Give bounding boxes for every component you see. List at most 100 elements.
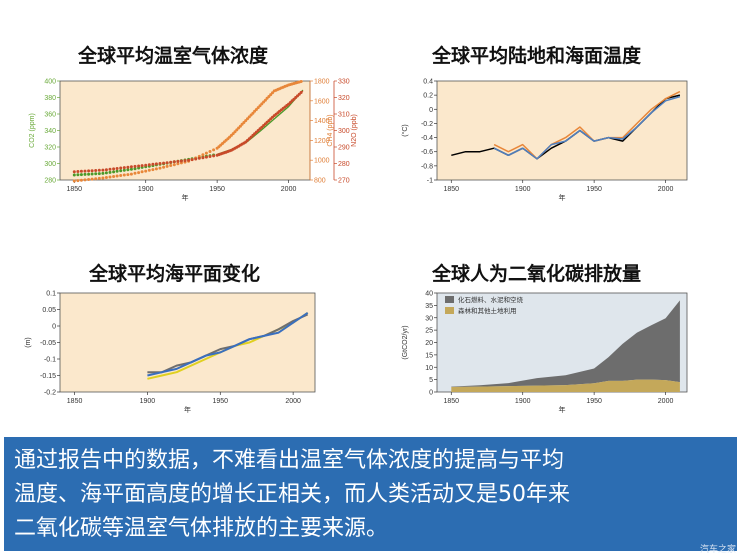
x-tick-label: 2000 xyxy=(658,186,674,193)
data-point xyxy=(90,169,94,173)
data-point xyxy=(165,164,169,168)
y-tick-label: 1400 xyxy=(314,118,330,125)
data-point xyxy=(115,167,119,170)
x-axis-label: 年 xyxy=(559,193,566,202)
y-tick-label: -0.2 xyxy=(44,390,56,397)
data-point xyxy=(201,153,205,157)
data-point xyxy=(94,177,98,181)
y-tick-label: 30 xyxy=(425,315,433,322)
x-tick-label: 1900 xyxy=(140,398,156,405)
legend-swatch xyxy=(445,307,454,314)
panel-title-temp: 全球平均陆地和海面温度 xyxy=(432,45,642,67)
data-point xyxy=(72,173,76,177)
summary-text: 通过报告中的数据，不难看出温室气体浓度的提高与平均 温度、海平面高度的增长正相关… xyxy=(14,444,734,546)
x-tick-label: 1850 xyxy=(67,398,83,405)
y-tick-label: 300 xyxy=(338,128,350,135)
plot-area xyxy=(59,80,311,181)
data-point xyxy=(165,161,169,165)
data-point xyxy=(187,158,191,162)
legend-label: 化石燃料、水泥和空烧 xyxy=(458,295,524,304)
y-tick-label: 10 xyxy=(425,365,433,372)
data-point xyxy=(104,176,108,179)
data-point xyxy=(76,179,80,183)
y-tick-label: 1800 xyxy=(314,79,330,86)
y-tick-label: 0.1 xyxy=(46,291,56,298)
data-point xyxy=(83,172,87,176)
y-tick-label: 270 xyxy=(338,178,350,185)
data-point xyxy=(101,176,105,180)
y-tick-label: 0.05 xyxy=(42,307,56,314)
data-point xyxy=(122,166,126,170)
data-point xyxy=(97,172,101,176)
y-tick-label: -0.05 xyxy=(40,340,56,347)
data-point xyxy=(212,154,216,158)
panel-title-sea: 全球平均海平面变化 xyxy=(89,263,261,285)
summary-line-1: 通过报告中的数据，不难看出温室气体浓度的提高与平均 xyxy=(14,448,565,473)
data-point xyxy=(129,165,133,169)
data-point xyxy=(115,169,119,173)
legend-swatch xyxy=(445,296,454,303)
x-tick-label: 2000 xyxy=(658,398,674,405)
area-fossil xyxy=(451,300,680,387)
y-tick-label: 0 xyxy=(52,324,56,331)
data-point xyxy=(112,167,116,171)
data-point xyxy=(176,159,180,163)
data-point xyxy=(126,173,130,177)
data-point xyxy=(169,160,173,164)
y-tick-label: -0.2 xyxy=(421,121,433,128)
data-point xyxy=(212,148,216,152)
plot-area xyxy=(436,80,688,181)
y-tick-label: 1200 xyxy=(314,138,330,145)
series-line xyxy=(493,95,681,160)
data-point xyxy=(151,162,155,166)
x-tick-label: 1950 xyxy=(209,186,225,193)
data-point xyxy=(151,168,155,172)
area-land xyxy=(451,379,680,392)
y-tick-label: 380 xyxy=(44,95,56,102)
y-tick-label: 310 xyxy=(338,112,350,119)
data-point xyxy=(97,176,101,180)
y-tick-label: 300 xyxy=(44,161,56,168)
data-point xyxy=(190,158,194,162)
data-point xyxy=(158,166,162,170)
data-point xyxy=(122,173,126,177)
data-point xyxy=(119,169,123,173)
data-point xyxy=(169,164,173,167)
x-tick-label: 1950 xyxy=(212,398,228,405)
y-tick-label: 320 xyxy=(338,95,350,102)
data-point xyxy=(79,178,83,182)
panel-title-co2: 全球人为二氧化碳排放量 xyxy=(432,263,642,285)
y-tick-label: 280 xyxy=(44,178,56,185)
y-tick-label: 20 xyxy=(425,340,433,347)
data-point xyxy=(147,163,151,167)
co2-emission-chart: 1850 1900 1950 2000 年 0 5 10 15 20 25 30 35 40 (GtCO2/… xyxy=(402,291,688,414)
data-point xyxy=(204,151,208,155)
y-tick-label: 1600 xyxy=(314,98,330,105)
y-axis-label: N2O (ppb) xyxy=(351,114,358,147)
data-point xyxy=(208,155,212,158)
data-point xyxy=(201,156,205,160)
x-tick-label: 1950 xyxy=(586,186,602,193)
y-tick-label: 5 xyxy=(429,377,433,384)
legend-label: 森林和其他土地利用 xyxy=(458,306,517,315)
y-tick-label: 280 xyxy=(338,161,350,168)
data-point xyxy=(172,163,176,167)
y-tick-label: 0 xyxy=(429,107,433,114)
data-point xyxy=(101,168,105,172)
data-point xyxy=(115,174,119,178)
summary-line-3: 二氧化碳等温室气体排放的主要来源。 xyxy=(14,516,389,541)
y-tick-label: -0.1 xyxy=(44,357,56,364)
series-line xyxy=(216,80,304,149)
x-tick-label: 1900 xyxy=(138,186,154,193)
data-point xyxy=(162,161,166,165)
data-point xyxy=(108,167,112,171)
series-line xyxy=(216,90,304,156)
series-line xyxy=(147,311,309,377)
y-axis-label: (m) xyxy=(25,337,32,348)
data-point xyxy=(144,169,148,173)
x-tick-label: 2000 xyxy=(285,398,301,405)
x-axis-label: 年 xyxy=(182,193,189,202)
summary-banner xyxy=(4,437,737,551)
x-tick-label: 1950 xyxy=(586,398,602,405)
data-point xyxy=(137,171,141,175)
